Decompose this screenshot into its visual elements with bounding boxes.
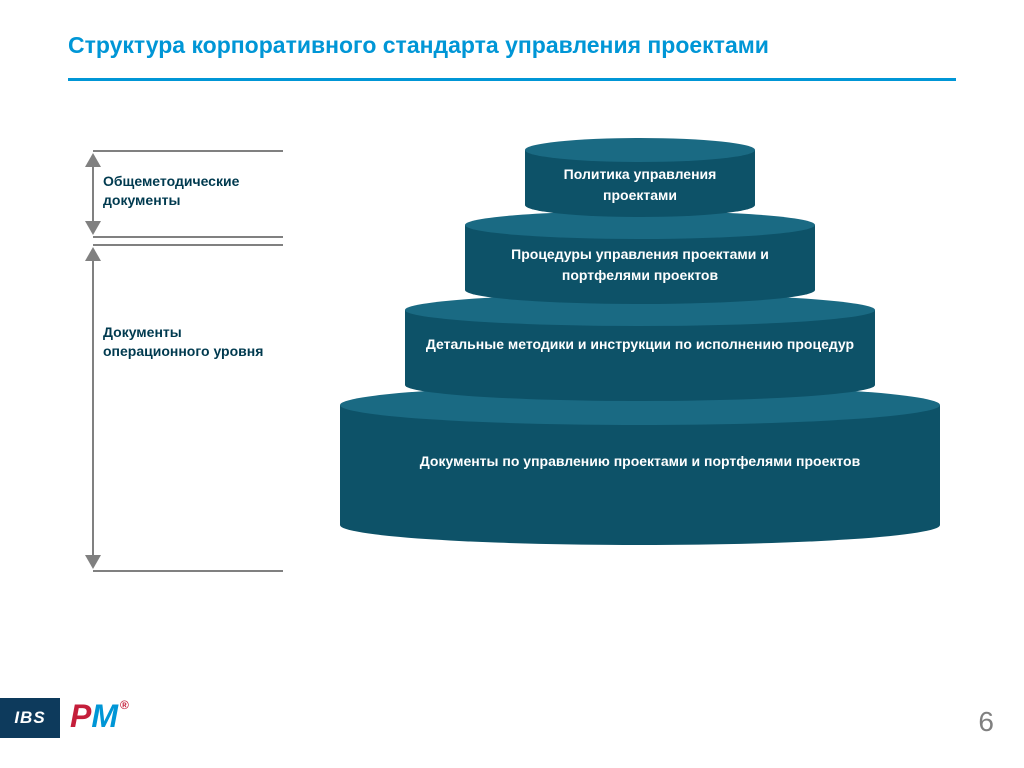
bracket-bottom: [93, 244, 283, 572]
logo-pm-p: P: [70, 698, 91, 735]
pyramid-tier-2-label: Процедуры управления проектами и портфел…: [465, 244, 815, 287]
title-divider: [68, 78, 956, 81]
slide-title: Структура корпоративного стандарта управ…: [68, 32, 769, 59]
logo-pm-r: ®: [120, 698, 129, 712]
pyramid-tier-2: Процедуры управления проектами и портфел…: [465, 211, 815, 304]
page-number: 6: [978, 706, 994, 738]
logo-pm: PM®: [70, 698, 129, 738]
pyramid-tier-4: Документы по управлению проектами и порт…: [340, 385, 940, 545]
logo-pm-m: M: [91, 698, 118, 735]
pyramid-tier-3: Детальные методики и инструкции по испол…: [405, 294, 875, 401]
pyramid-tier-1-label: Политика управления проектами: [525, 164, 755, 207]
logo-ibs: IBS: [0, 698, 60, 738]
slide: Структура корпоративного стандарта управ…: [0, 0, 1024, 768]
pyramid-tier-1: Политика управления проектами: [525, 138, 755, 217]
pyramid-tier-4-label: Документы по управлению проектами и порт…: [340, 451, 940, 473]
bracket-top: [93, 150, 283, 238]
pyramid-tier-3-label: Детальные методики и инструкции по испол…: [405, 334, 875, 356]
